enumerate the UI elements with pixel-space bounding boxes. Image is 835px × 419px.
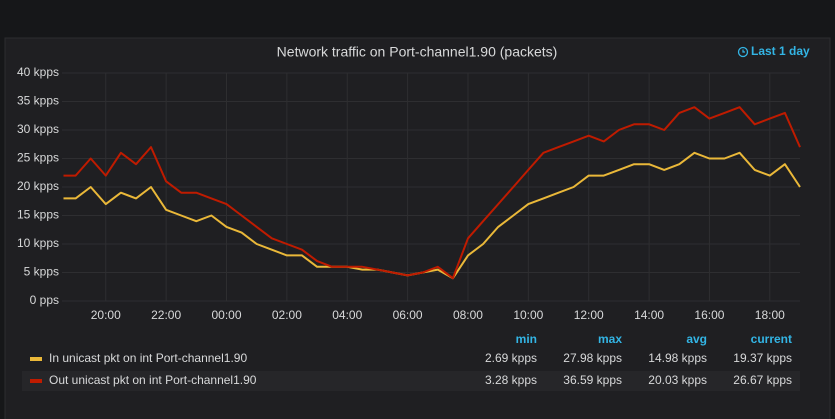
- x-tick-label: 12:00: [574, 308, 604, 322]
- x-tick-label: 06:00: [393, 308, 423, 322]
- legend-header: max: [598, 332, 622, 346]
- x-tick-label: 18:00: [755, 308, 785, 322]
- x-tick-label: 04:00: [332, 308, 362, 322]
- y-tick-label: 0 pps: [30, 293, 59, 307]
- series-line: [63, 151, 801, 280]
- time-range-label[interactable]: Last 1 day: [751, 44, 810, 58]
- y-tick-label: 25 kpps: [17, 151, 59, 165]
- legend-value: 26.67 kpps: [733, 373, 792, 387]
- y-tick-label: 5 kpps: [24, 265, 59, 279]
- legend-name[interactable]: In unicast pkt on int Port-channel1.90: [49, 351, 247, 365]
- x-tick-label: 20:00: [91, 308, 121, 322]
- x-tick-label: 22:00: [151, 308, 181, 322]
- y-tick-label: 40 kpps: [17, 65, 59, 79]
- x-tick-label: 16:00: [694, 308, 724, 322]
- legend-value: 36.59 kpps: [563, 373, 622, 387]
- legend-header: current: [751, 332, 792, 346]
- legend-name[interactable]: Out unicast pkt on int Port-channel1.90: [49, 373, 257, 387]
- y-tick-label: 20 kpps: [17, 179, 59, 193]
- legend-header: min: [516, 332, 537, 346]
- time-range[interactable]: Last 1 day: [737, 44, 811, 58]
- legend-value: 19.37 kpps: [733, 351, 792, 365]
- legend-value: 3.28 kpps: [485, 373, 537, 387]
- x-tick-label: 08:00: [453, 308, 483, 322]
- x-tick-label: 14:00: [634, 308, 664, 322]
- legend-row-bg: [22, 371, 800, 391]
- legend-value: 20.03 kpps: [648, 373, 707, 387]
- y-tick-label: 30 kpps: [17, 122, 59, 136]
- y-tick-label: 10 kpps: [17, 236, 59, 250]
- series-line: [63, 106, 801, 280]
- y-tick-label: 15 kpps: [17, 208, 59, 222]
- y-tick-label: 35 kpps: [17, 94, 59, 108]
- clock-hands: [742, 49, 745, 53]
- clock-icon: [737, 46, 749, 58]
- legend-value: 27.98 kpps: [563, 351, 622, 365]
- legend-value: 14.98 kpps: [648, 351, 707, 365]
- chart-title: Network traffic on Port-channel1.90 (pac…: [277, 44, 558, 60]
- legend-header: avg: [686, 332, 707, 346]
- x-tick-label: 10:00: [513, 308, 543, 322]
- x-tick-label: 00:00: [211, 308, 241, 322]
- legend-value: 2.69 kpps: [485, 351, 537, 365]
- x-tick-label: 02:00: [272, 308, 302, 322]
